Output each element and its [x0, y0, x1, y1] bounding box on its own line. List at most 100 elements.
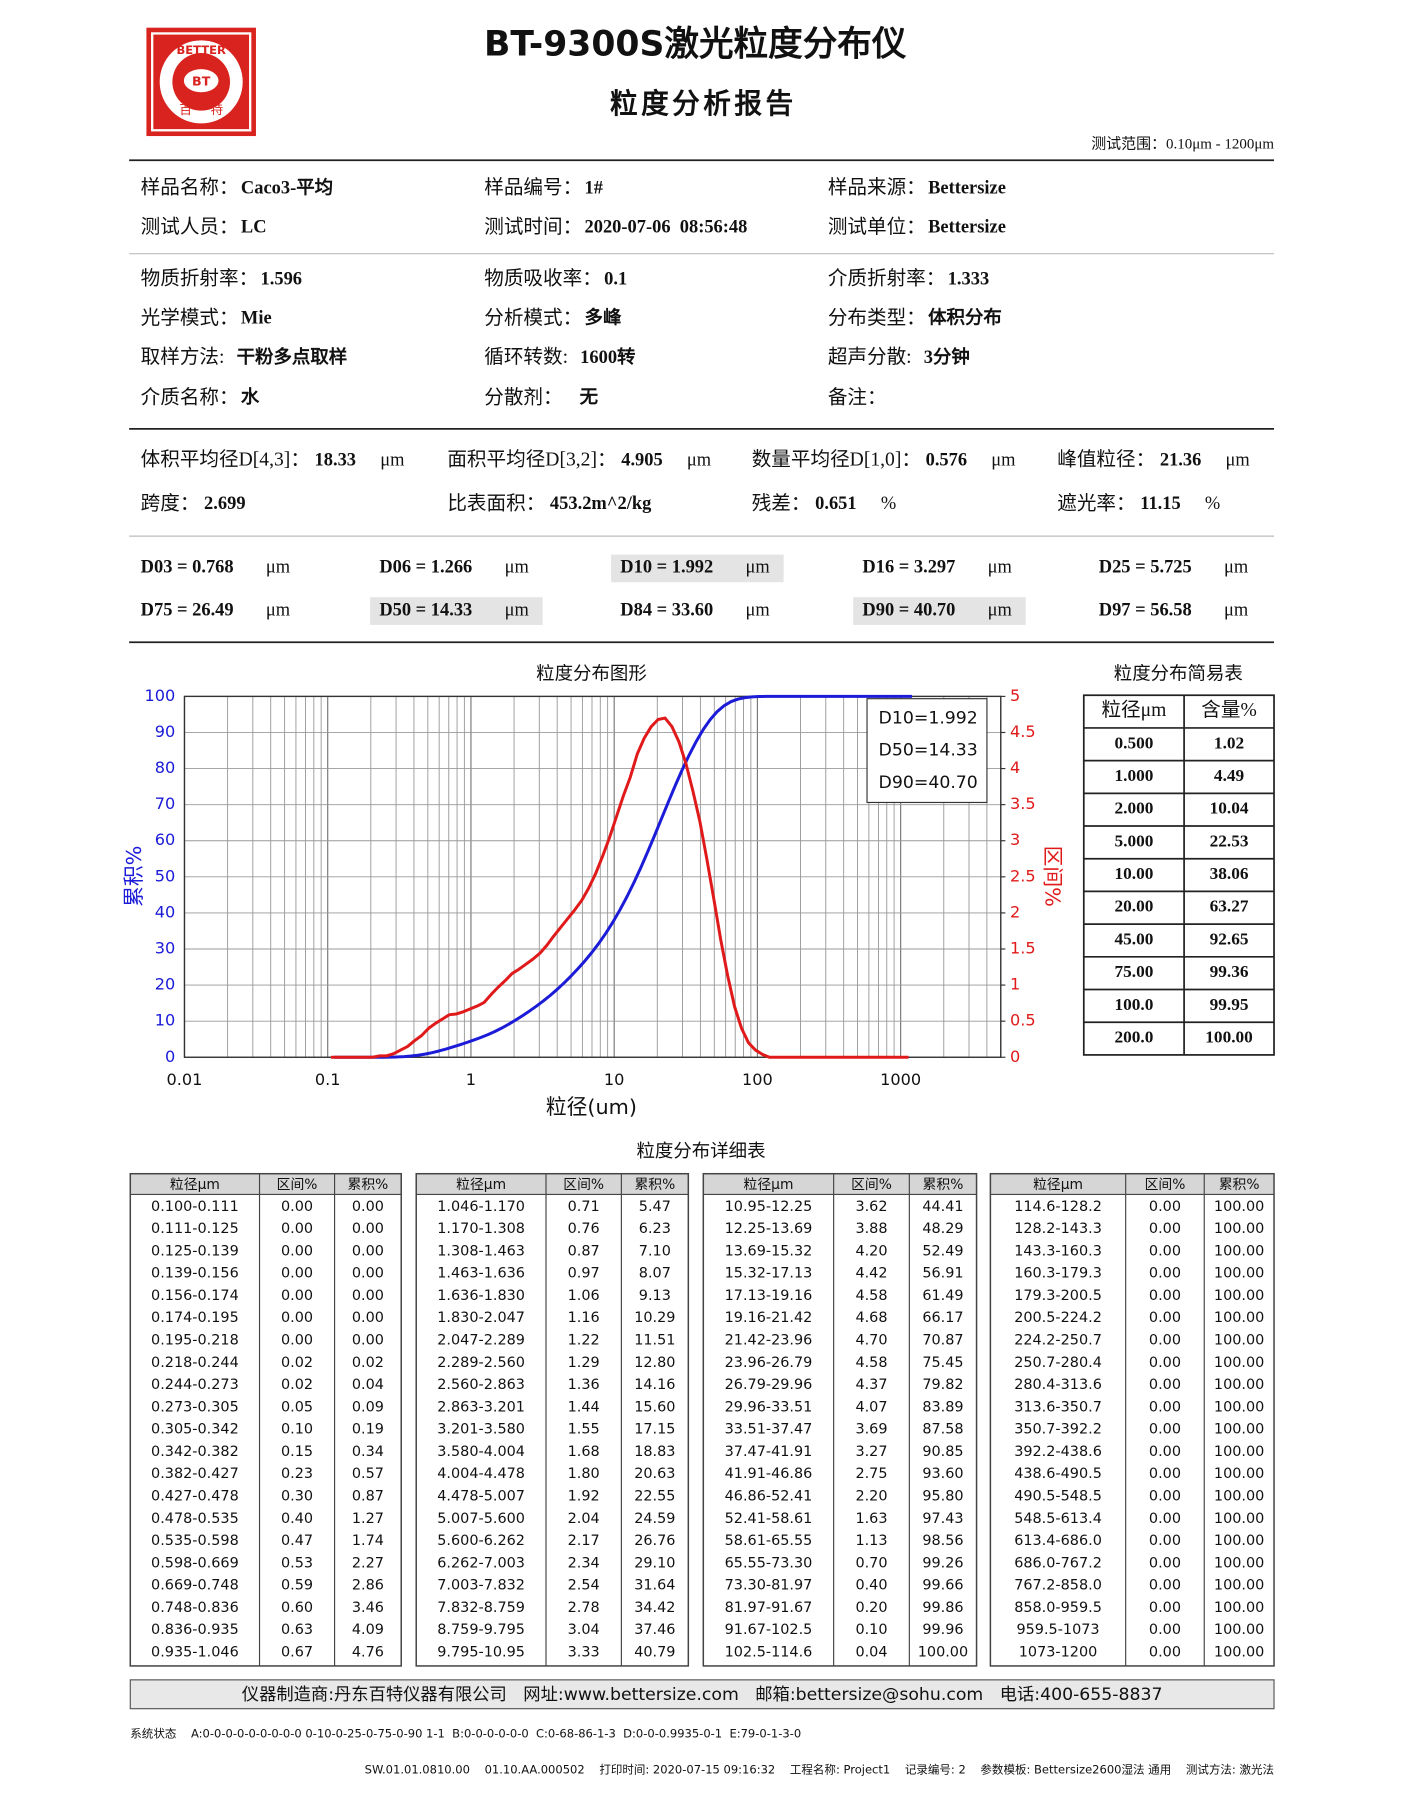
table-cell: 0.00	[281, 1221, 313, 1237]
logo-mark: BT	[192, 73, 211, 88]
table-cell: 392.2-438.6	[1014, 1444, 1102, 1460]
annotation-box	[866, 698, 988, 804]
field-value: 1.596	[261, 268, 302, 288]
table-cell: 0.40	[281, 1511, 313, 1527]
table-header: 粒径μm	[744, 1177, 794, 1193]
table-cell: 0.156-0.174	[151, 1288, 239, 1304]
table-cell: 1.830-2.047	[437, 1310, 525, 1326]
table-cell: 44.41	[922, 1199, 963, 1215]
table-cell: 1.02	[1214, 733, 1244, 752]
table-cell: 0.70	[855, 1555, 887, 1571]
table-cell: 21.42-23.96	[725, 1332, 813, 1348]
table-cell: 26.76	[634, 1533, 675, 1549]
d-unit: μm	[746, 599, 771, 619]
table-cell: 10.95-12.25	[725, 1199, 813, 1215]
table-cell: 58.61-65.55	[725, 1533, 813, 1549]
table-cell: 1.22	[568, 1332, 600, 1348]
table-cell: 83.89	[922, 1399, 963, 1415]
d-value: D90 = 40.70	[862, 599, 955, 619]
table-cell: 0.00	[1149, 1422, 1181, 1438]
table-cell: 99.95	[1210, 995, 1249, 1014]
highlight	[370, 597, 543, 625]
table-cell: 0.748-0.836	[151, 1600, 239, 1616]
table-cell: 858.0-959.5	[1014, 1600, 1102, 1616]
table-header-bg	[703, 1173, 977, 1195]
table-cell: 102.5-114.6	[725, 1644, 813, 1660]
table-cell: 0.00	[352, 1243, 384, 1259]
table-cell: 2.54	[568, 1578, 600, 1594]
table-title: 粒度分布详细表	[636, 1141, 765, 1162]
x-tick-label: 0.1	[315, 1070, 341, 1089]
field-value: 0.1	[604, 268, 627, 288]
x-tick-label: 10	[604, 1070, 625, 1089]
field-label: 循环转数:	[484, 346, 578, 368]
table-cell: 0.218-0.244	[151, 1355, 239, 1371]
table-cell: 75.00	[1114, 962, 1153, 981]
table-cell: 0.10	[281, 1422, 313, 1438]
field-value: 体积分布	[928, 307, 1002, 328]
field-label: 介质名称：	[141, 386, 239, 408]
table-cell: 100.00	[1214, 1578, 1264, 1594]
field-value: 1600转	[580, 346, 636, 367]
table-cell: 0.02	[281, 1377, 313, 1393]
d-unit: μm	[1224, 599, 1249, 619]
table-header: 累积%	[1219, 1177, 1260, 1193]
table-cell: 0.47	[281, 1533, 313, 1549]
table-cell: 1.27	[352, 1511, 384, 1527]
table-cell: 20.63	[634, 1466, 675, 1482]
y-tick-label: 60	[155, 830, 176, 849]
table-cell: 0.174-0.195	[151, 1310, 239, 1326]
table-cell: 0.00	[352, 1332, 384, 1348]
stat-label: 数量平均径D[1,0]：	[752, 449, 921, 471]
table-cell: 41.91-46.86	[725, 1466, 813, 1482]
y-tick-label: 40	[155, 902, 176, 921]
table-cell: 0.02	[352, 1355, 384, 1371]
table-cell: 1.74	[352, 1533, 384, 1549]
table-cell: 0.00	[281, 1288, 313, 1304]
table-header: 区间%	[277, 1177, 318, 1193]
table-cell: 0.00	[281, 1243, 313, 1259]
stat-value: 18.33	[315, 449, 356, 469]
table-cell: 2.34	[568, 1555, 600, 1571]
y-tick-label: 70	[155, 794, 176, 813]
table-cell: 7.003-7.832	[437, 1578, 525, 1594]
table-cell: 2.17	[568, 1533, 600, 1549]
stat-value: 11.15	[1140, 493, 1180, 513]
d-unit: μm	[746, 557, 771, 577]
table-cell: 81.97-91.67	[725, 1600, 813, 1616]
table-cell: 0.04	[855, 1644, 887, 1660]
field-label: 超声分散:	[828, 346, 922, 368]
table-header: 含量%	[1201, 699, 1257, 721]
table-cell: 100.00	[1214, 1444, 1264, 1460]
table-cell: 0.669-0.748	[151, 1578, 239, 1594]
table-cell: 613.4-686.0	[1014, 1533, 1102, 1549]
table-cell: 0.00	[281, 1332, 313, 1348]
table-cell: 24.59	[634, 1511, 675, 1527]
table-cell: 0.836-0.935	[151, 1622, 239, 1638]
field-value: Bettersize	[928, 177, 1006, 197]
table-cell: 0.40	[855, 1578, 887, 1594]
table-cell: 2.000	[1114, 799, 1153, 818]
table-cell: 2.78	[568, 1600, 600, 1616]
y-tick-label: 30	[155, 939, 176, 958]
x-tick-label: 100	[742, 1070, 773, 1089]
table-cell: 38.06	[1210, 864, 1249, 883]
table-cell: 5.47	[639, 1199, 671, 1215]
table-cell: 92.65	[1210, 929, 1249, 948]
table-cell: 65.55-73.30	[725, 1555, 813, 1571]
table-cell: 14.16	[634, 1377, 675, 1393]
table-cell: 0.00	[1149, 1466, 1181, 1482]
stat-value: 453.2m^2/kg	[550, 493, 652, 513]
table-cell: 1.308-1.463	[437, 1243, 525, 1259]
y2-tick-label: 2	[1010, 902, 1020, 921]
table-cell: 61.49	[922, 1288, 963, 1304]
table-cell: 767.2-858.0	[1014, 1578, 1102, 1594]
y-axis-label: 累积%	[122, 846, 146, 907]
table-cell: 13.69-15.32	[725, 1243, 813, 1259]
field-value: 2020-07-06 08:56:48	[585, 217, 748, 237]
table-cell: 0.76	[568, 1221, 600, 1237]
table-cell: 0.00	[1149, 1444, 1181, 1460]
x-axis-label: 粒径(um)	[546, 1095, 637, 1119]
table-cell: 33.51-37.47	[725, 1422, 813, 1438]
logo-char: 特	[210, 102, 223, 117]
